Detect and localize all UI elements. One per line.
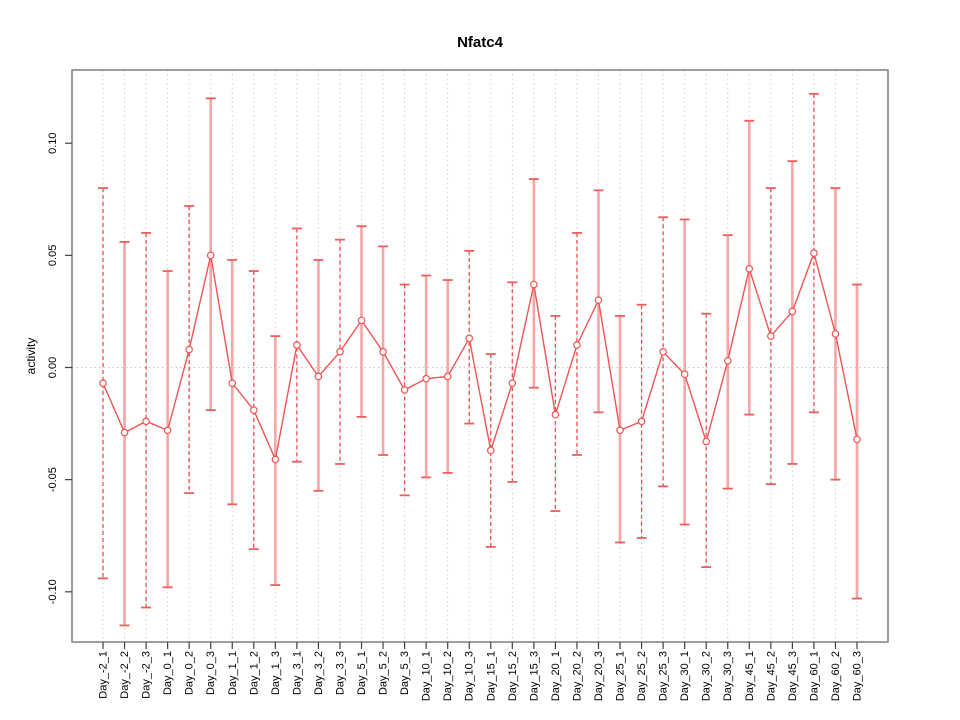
x-tick-label: Day_15_1 — [485, 651, 497, 701]
data-point — [616, 426, 624, 435]
data-point — [142, 417, 150, 426]
x-tick-label: Day_0_1 — [162, 651, 174, 695]
data-point — [767, 332, 775, 340]
x-tick-label: Day_30_1 — [679, 651, 691, 701]
x-tick-label: Day_0_3 — [205, 651, 217, 695]
chart-title: Nfatc4 — [457, 34, 503, 51]
data-point — [831, 330, 840, 338]
x-tick-label: Day_-2_2 — [119, 651, 131, 699]
data-point — [228, 379, 237, 388]
y-tick-label: 0.05 — [47, 245, 59, 266]
data-point — [659, 347, 667, 356]
x-tick-label: Day_10_2 — [442, 651, 454, 701]
data-point — [357, 316, 366, 325]
data-point — [293, 341, 301, 349]
data-point — [702, 437, 711, 446]
x-tick-label: Day_-2_1 — [98, 651, 110, 699]
x-tick-label: Day_10_1 — [421, 651, 433, 701]
x-tick-label: Day_60_1 — [808, 651, 820, 701]
data-point — [206, 251, 215, 260]
x-tick-label: Day_30_3 — [722, 651, 734, 701]
data-point — [271, 455, 280, 464]
y-tick-label: -0.05 — [47, 467, 59, 492]
data-point — [336, 347, 344, 356]
x-tick-label: Day_5_2 — [378, 651, 390, 695]
x-tick-label: Day_25_2 — [636, 651, 648, 701]
data-point — [745, 265, 754, 273]
data-point — [788, 307, 797, 316]
data-point — [120, 428, 129, 437]
data-point — [594, 296, 603, 305]
data-points — [99, 249, 861, 464]
x-tick-label: Day_1_1 — [227, 651, 239, 695]
data-point — [486, 446, 495, 455]
data-point — [508, 379, 517, 388]
x-tick-label: Day_45_1 — [744, 651, 756, 701]
data-point — [400, 386, 409, 394]
x-tick-label: Day_30_2 — [701, 651, 713, 701]
y-tick-label: 0.10 — [47, 132, 59, 153]
activity-line — [102, 250, 858, 462]
data-point — [573, 341, 581, 349]
x-tick-label: Day_20_2 — [571, 651, 583, 701]
x-tick-label: Day_3_3 — [334, 651, 346, 695]
x-tick-label: Day_60_2 — [830, 651, 842, 701]
x-tick-label: Day_5_1 — [356, 651, 368, 695]
x-tick-label: Day_10_3 — [464, 651, 476, 701]
y-tick-label: -0.10 — [47, 579, 59, 604]
data-point — [530, 280, 538, 289]
x-tick-label: Day_0_2 — [184, 651, 196, 695]
x-tick-label: Day_45_3 — [787, 651, 799, 701]
x-tick-label: Day_60_3 — [852, 651, 864, 701]
data-point — [99, 379, 107, 388]
data-point — [853, 435, 861, 444]
x-tick-label: Day_-2_3 — [141, 651, 153, 699]
x-tick-label: Day_25_3 — [658, 651, 670, 701]
data-point — [163, 426, 172, 435]
x-tick-label: Day_15_2 — [507, 651, 519, 701]
data-point — [551, 410, 560, 419]
x-tick-label: Day_3_1 — [291, 651, 303, 695]
data-point — [185, 345, 193, 354]
grid-lines — [72, 70, 888, 642]
plot-frame — [71, 69, 889, 643]
x-tick-label: Day_25_1 — [615, 651, 627, 701]
data-point — [680, 370, 689, 379]
data-point — [379, 347, 387, 356]
x-tick-label: Day_45_2 — [765, 651, 777, 701]
data-point — [465, 334, 474, 343]
x-tick-label: Day_20_1 — [550, 651, 562, 701]
data-point — [314, 372, 323, 381]
x-tick-label: Day_5_3 — [399, 651, 411, 695]
data-point — [810, 249, 818, 257]
y-tick-label: 0.00 — [47, 357, 59, 378]
data-point — [637, 417, 646, 426]
error-bars — [98, 92, 863, 627]
x-tick-label: Day_20_3 — [593, 651, 605, 701]
x-axis: Day_-2_1 Day_-2_2 Day_-2_3 Day_0_1 Day_0_2 Da… — [98, 642, 864, 701]
data-point — [443, 372, 452, 381]
x-tick-label: Day_1_3 — [270, 651, 282, 695]
x-tick-label: Day_1_2 — [248, 651, 260, 695]
y-axis: 0.10 0.05 0.00 -0.05 -0.10 — [47, 132, 72, 604]
x-tick-label: Day_15_3 — [528, 651, 540, 701]
data-point — [250, 406, 258, 414]
x-tick-label: Day_3_2 — [313, 651, 325, 695]
plot-border — [71, 69, 889, 643]
data-point — [723, 356, 732, 365]
series-line — [102, 250, 858, 462]
data-point — [422, 374, 430, 383]
